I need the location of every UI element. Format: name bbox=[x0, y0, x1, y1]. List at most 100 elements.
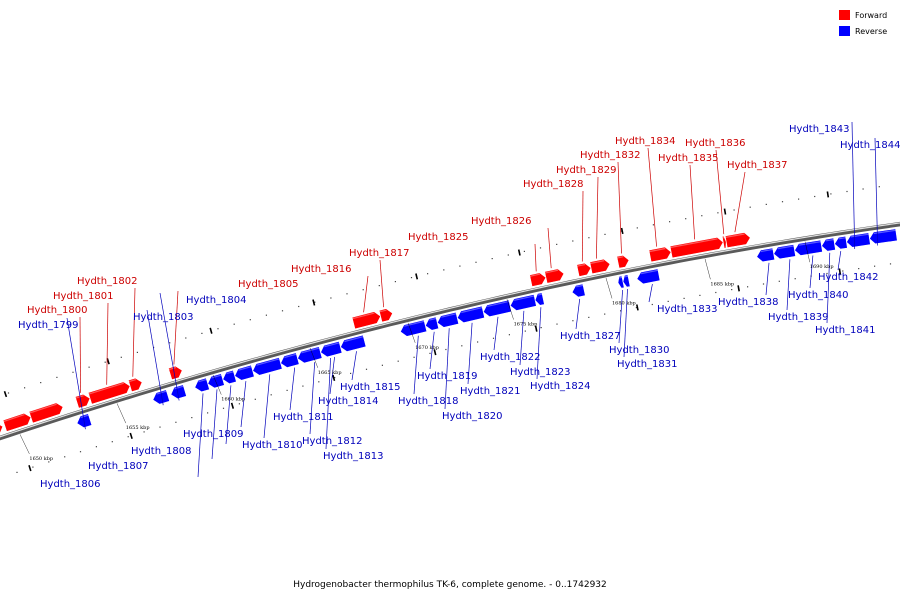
dot-top bbox=[846, 190, 848, 193]
gene-arrow-shine bbox=[352, 312, 375, 320]
gene-label-Hydth_1832: Hydth_1832 bbox=[580, 150, 641, 161]
gene-label-Hydth_1831: Hydth_1831 bbox=[617, 359, 678, 370]
leader-Hydth_1828 bbox=[581, 190, 584, 262]
dot-top bbox=[378, 285, 380, 287]
gene-arrow-Hydth_1825 bbox=[529, 272, 547, 287]
gene-arrow-Hydth_1834 bbox=[648, 246, 672, 263]
scale-label: 1665 kbp bbox=[318, 370, 342, 376]
gene-arrow-shine bbox=[156, 390, 167, 395]
scale-tick bbox=[804, 241, 810, 263]
gene-arrow-Hydth_1837 bbox=[724, 232, 751, 249]
gene-arrow-shine bbox=[301, 347, 320, 354]
dot-top bbox=[475, 261, 477, 263]
gene-arrow-shine bbox=[284, 353, 297, 359]
gene-arrow-Hydth_1835 bbox=[669, 236, 724, 259]
gene-label-Hydth_1825: Hydth_1825 bbox=[408, 232, 469, 243]
leader-Hydth_1832 bbox=[617, 161, 622, 254]
gene-features bbox=[0, 228, 898, 435]
gene-label-Hydth_1827: Hydth_1827 bbox=[560, 331, 621, 342]
dot-top bbox=[588, 237, 590, 239]
dot-top bbox=[685, 218, 687, 220]
track-ticks bbox=[3, 191, 842, 472]
dot-bottom bbox=[111, 441, 113, 443]
dot-top bbox=[652, 224, 654, 226]
leader-Hydth_1819 bbox=[429, 331, 435, 370]
dot-top bbox=[427, 273, 429, 275]
gene-arrow-Hydth_1815 bbox=[340, 334, 367, 352]
gene-arrow-Hydth_1811 bbox=[280, 352, 300, 368]
gene-label-Hydth_1804: Hydth_1804 bbox=[186, 295, 247, 306]
dot-bottom bbox=[556, 323, 558, 325]
gene-label-Hydth_1801: Hydth_1801 bbox=[53, 291, 114, 302]
gene-label-Hydth_1830: Hydth_1830 bbox=[609, 345, 670, 356]
gene-arrow-Hydth_1807 bbox=[207, 373, 225, 389]
dot-bottom bbox=[286, 389, 288, 391]
gene-arrow-shine bbox=[379, 309, 387, 313]
leader-Hydth_1835 bbox=[689, 164, 696, 240]
dot-top bbox=[24, 387, 26, 389]
gene-arrow-shine bbox=[825, 238, 834, 242]
gene-arrow-Hydth_1812 bbox=[297, 346, 323, 364]
dot-bottom bbox=[397, 360, 399, 362]
gene-arrow-shine bbox=[640, 269, 659, 275]
leader-Hydth_1841 bbox=[826, 252, 831, 324]
tick-top bbox=[312, 299, 316, 306]
gene-label-Hydth_1800: Hydth_1800 bbox=[27, 305, 88, 316]
dot-top bbox=[636, 227, 638, 229]
dot-top bbox=[185, 337, 187, 339]
dot-bottom bbox=[620, 310, 622, 312]
dot-bottom bbox=[254, 398, 256, 400]
gene-arrow-shine bbox=[198, 378, 207, 383]
leader-Hydth_1806 bbox=[197, 393, 204, 478]
dot-top bbox=[830, 193, 832, 195]
gene-label-Hydth_1813: Hydth_1813 bbox=[323, 451, 384, 462]
tick-bottom bbox=[433, 349, 437, 356]
dot-bottom bbox=[667, 300, 669, 302]
gene-arrow-shine bbox=[725, 233, 745, 238]
gene-label-Hydth_1820: Hydth_1820 bbox=[442, 411, 503, 422]
dot-top bbox=[104, 361, 106, 363]
dot-bottom bbox=[191, 417, 193, 419]
dot-bottom bbox=[350, 372, 352, 374]
dot-top bbox=[346, 293, 348, 295]
leader-Hydth_1825 bbox=[534, 243, 537, 272]
gene-arrow-Hydth_1819 bbox=[425, 316, 440, 331]
scale-tick bbox=[704, 258, 711, 280]
gene-arrow-Hydth_1824 bbox=[534, 292, 545, 306]
gene-arrow-shine bbox=[174, 385, 184, 390]
gene-label-Hydth_1809: Hydth_1809 bbox=[183, 429, 244, 440]
dot-top bbox=[314, 301, 316, 303]
leader-Hydth_1821 bbox=[467, 322, 473, 385]
gene-arrow-Hydth_1809 bbox=[234, 364, 255, 381]
gene-arrow-shine bbox=[544, 269, 559, 274]
dot-bottom bbox=[572, 320, 574, 322]
gene-label-Hydth_1816: Hydth_1816 bbox=[291, 264, 352, 275]
dot-bottom bbox=[858, 268, 860, 270]
leader-Hydth_1840 bbox=[809, 255, 814, 289]
gene-arrow-Hydth_1802 bbox=[127, 377, 143, 393]
gene-arrow-Hydth_1841 bbox=[821, 237, 836, 252]
dot-bottom bbox=[826, 272, 828, 275]
tick-top bbox=[620, 227, 624, 235]
gene-label-Hydth_1838: Hydth_1838 bbox=[718, 297, 779, 308]
backbone-highlight bbox=[0, 222, 900, 438]
scale-tick bbox=[506, 299, 514, 320]
dot-top bbox=[330, 297, 332, 299]
tick-bottom bbox=[534, 325, 538, 332]
dot-bottom bbox=[889, 263, 892, 265]
leader-Hydth_1810 bbox=[263, 374, 271, 439]
track-dots bbox=[7, 186, 892, 473]
gene-arrow-Hydth_1803 bbox=[152, 389, 170, 405]
scale-label: 1685 kbp bbox=[710, 281, 734, 287]
gene-label-Hydth_1835: Hydth_1835 bbox=[658, 153, 719, 164]
dot-bottom bbox=[635, 307, 637, 309]
dot-top bbox=[443, 269, 445, 271]
dot-top bbox=[862, 188, 864, 190]
gene-arrow-Hydth_1828 bbox=[576, 262, 592, 277]
leader-Hydth_1836 bbox=[715, 149, 725, 235]
dot-bottom bbox=[207, 412, 209, 414]
gene-arrow-shine bbox=[670, 238, 718, 249]
dot-bottom bbox=[492, 337, 495, 339]
scale-label: 1680 kbp bbox=[612, 300, 636, 306]
legend-forward-label: Forward bbox=[855, 11, 887, 20]
